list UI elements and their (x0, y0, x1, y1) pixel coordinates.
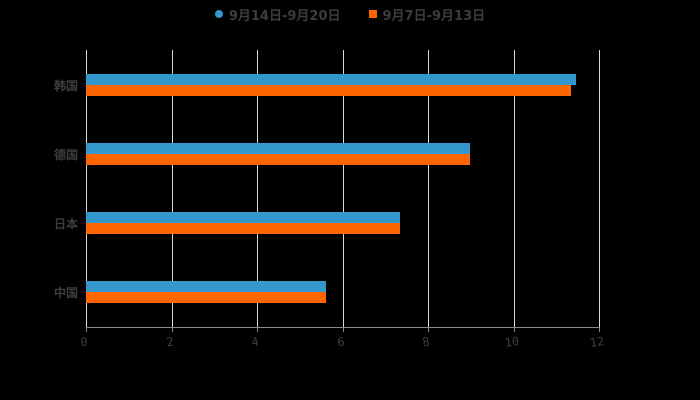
legend-label: 9月14日-9月20日 (228, 8, 341, 24)
x-tick-label: 0 (79, 334, 89, 350)
x-tick-label: 10 (503, 334, 520, 350)
bar-week-0907[interactable] (86, 84, 572, 96)
gridline (257, 50, 258, 327)
x-tick-label: 8 (421, 334, 431, 350)
y-category-label: 中国 (53, 286, 78, 301)
bar-week-0914[interactable] (86, 142, 470, 154)
bar-week-0907[interactable] (86, 153, 470, 165)
gridline (599, 50, 600, 327)
x-tick-label: 6 (335, 334, 346, 350)
gridline (428, 50, 429, 327)
bar-week-0914[interactable] (86, 281, 326, 293)
x-tick-label: 2 (164, 334, 175, 350)
legend-item-week-0907[interactable]: 9月7日-9月13日 (368, 5, 486, 24)
x-tick-label: 4 (250, 334, 260, 350)
x-axis-line (86, 327, 599, 328)
x-tick (257, 327, 258, 332)
chart-legend: 9月14日-9月20日 9月7日-9月13日 (0, 4, 700, 24)
y-category-label: 德国 (53, 147, 78, 162)
bar-week-0914[interactable] (86, 73, 576, 85)
square-marker-icon (368, 10, 377, 18)
bar-week-0907[interactable] (86, 223, 401, 235)
bar-week-0907[interactable] (86, 292, 326, 304)
x-tick (171, 327, 173, 332)
x-tick (513, 327, 515, 332)
gridline (342, 50, 344, 327)
y-category-label: 日本 (53, 217, 78, 232)
x-tick (342, 327, 344, 332)
y-category-label: 韩国 (53, 78, 78, 93)
x-tick (86, 327, 87, 332)
legend-item-week-0914[interactable]: 9月14日-9月20日 (214, 5, 341, 24)
legend-label: 9月7日-9月13日 (382, 8, 486, 24)
x-tick (428, 327, 429, 332)
x-tick (599, 327, 600, 332)
circle-marker-icon (214, 10, 223, 18)
x-tick-label: 12 (588, 334, 606, 350)
gridline (171, 50, 173, 327)
gridline (513, 50, 515, 327)
bar-week-0914[interactable] (86, 212, 401, 224)
gridline (86, 50, 87, 327)
